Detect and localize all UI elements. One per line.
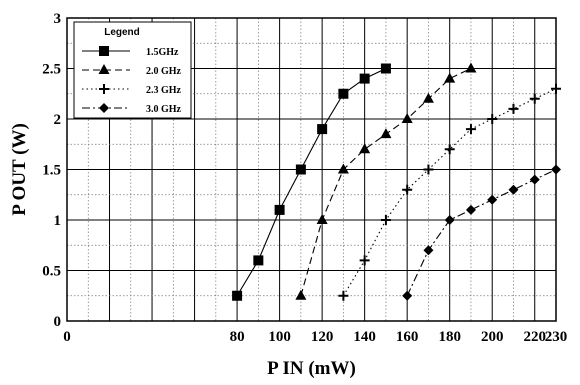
legend-label-3: 2.3 GHz: [146, 85, 182, 96]
y-tick-label: 0: [54, 314, 62, 330]
data-point-series-3: [380, 215, 391, 225]
data-point-series-4: [444, 215, 455, 225]
data-point-series-3: [402, 184, 413, 195]
data-point-series-1: [359, 73, 370, 84]
x-tick-label: 220: [523, 329, 546, 345]
legend-label-4: 3.0 GHz: [146, 104, 182, 115]
data-point-series-2: [359, 143, 371, 154]
y-tick-labels: 0 0.5 1 1.5 2 2.5 3: [42, 11, 61, 330]
legend-marker-1: [99, 46, 109, 56]
y-tick-label: 2.5: [42, 62, 61, 78]
data-point-series-2: [401, 113, 413, 123]
data-point-series-1: [232, 290, 243, 301]
data-point-series-4: [465, 204, 476, 215]
data-point-series-2: [316, 214, 328, 224]
data-point-series-3: [529, 93, 540, 104]
y-tick-label: 2: [54, 112, 62, 128]
data-point-series-2: [380, 128, 392, 139]
data-point-series-3: [444, 144, 455, 155]
legend-marker-3: [99, 84, 109, 94]
x-tick-label: 100: [268, 329, 291, 345]
y-tick-label: 0.5: [42, 264, 61, 280]
series-line-3: [342, 88, 557, 297]
series-line-4: [406, 169, 557, 296]
data-point-series-1: [380, 63, 391, 74]
series-markers: [232, 62, 561, 301]
legend-title: Legend: [104, 27, 140, 38]
y-axis-label: P OUT (W): [9, 123, 30, 216]
y-tick-label: 1: [54, 213, 62, 229]
x-tick-label: 80: [230, 329, 245, 345]
data-point-series-2: [465, 62, 477, 73]
x-tick-label: 180: [438, 329, 461, 345]
data-point-series-1: [317, 124, 328, 135]
x-tick-label: 120: [311, 329, 334, 345]
data-point-series-2: [295, 289, 307, 300]
data-point-series-4: [487, 194, 498, 205]
legend: Legend 1.5GHz 2.0 GHz 2.3 GHz 3.0 GHz: [73, 21, 192, 119]
legend-label-2: 2.0 GHz: [146, 66, 182, 77]
legend-marker-2: [98, 64, 110, 74]
data-point-series-2: [337, 163, 349, 174]
data-point-series-4: [402, 290, 413, 301]
data-point-series-3: [508, 103, 519, 114]
data-point-series-2: [444, 72, 456, 83]
x-tick-label: 160: [396, 329, 419, 345]
data-point-series-4: [508, 184, 519, 195]
x-tick-label: 230: [545, 329, 568, 345]
x-tick-label: 200: [481, 329, 504, 345]
x-tick-label: 140: [353, 329, 376, 345]
y-tick-label: 1.5: [42, 163, 61, 179]
x-axis-label: P IN (mW): [267, 358, 356, 379]
series-lines: [236, 68, 557, 297]
data-point-series-4: [529, 174, 540, 185]
legend-items: 1.5GHz 2.0 GHz 2.3 GHz 3.0 GHz: [82, 46, 182, 115]
data-point-series-1: [295, 164, 306, 175]
data-point-series-3: [338, 290, 349, 301]
legend-marker-4: [99, 103, 109, 113]
data-point-series-1: [274, 204, 285, 215]
data-point-series-2: [422, 92, 434, 103]
plot-frame: [66, 17, 557, 322]
data-point-series-3: [423, 164, 434, 175]
legend-label-1: 1.5GHz: [146, 47, 179, 58]
data-point-series-3: [465, 124, 476, 135]
y-tick-label: 3: [54, 11, 62, 27]
data-point-series-4: [423, 245, 434, 256]
data-point-series-1: [338, 88, 349, 99]
data-point-series-3: [487, 114, 498, 124]
data-point-series-3: [359, 255, 370, 266]
x-tick-label: 0: [63, 329, 71, 345]
data-point-series-1: [253, 255, 264, 266]
